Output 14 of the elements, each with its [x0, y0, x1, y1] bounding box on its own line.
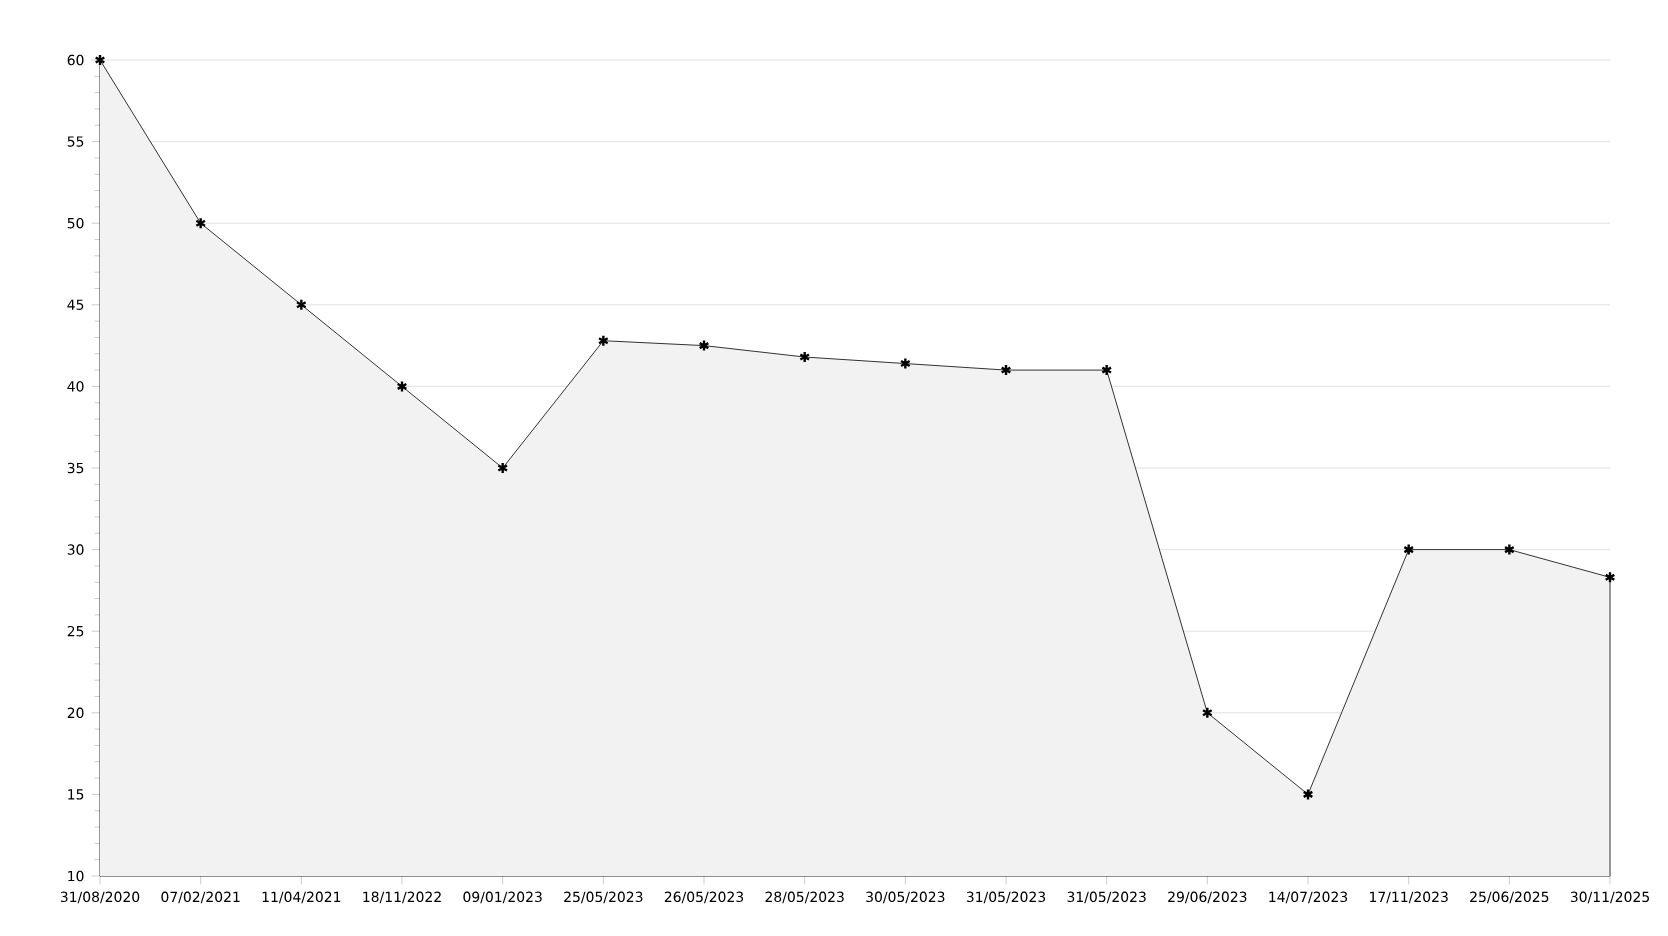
- point: [698, 339, 710, 352]
- point: [899, 357, 911, 370]
- point: [1101, 363, 1113, 377]
- point: [1000, 363, 1012, 377]
- point: [396, 380, 408, 393]
- point: [1503, 543, 1515, 556]
- point: [597, 334, 609, 347]
- point: [295, 298, 307, 311]
- point: [1201, 706, 1213, 719]
- point: [497, 461, 509, 475]
- point: [1403, 543, 1415, 556]
- point: [1302, 788, 1314, 801]
- point: [195, 217, 207, 230]
- point: [799, 350, 811, 364]
